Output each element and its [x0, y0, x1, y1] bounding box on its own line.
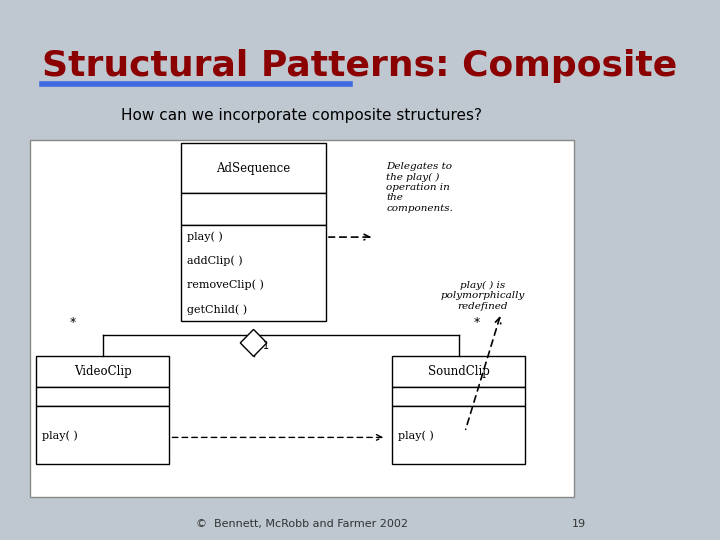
Text: Delegates to
the play( )
operation in
the
components.: Delegates to the play( ) operation in th… — [387, 162, 453, 213]
Bar — [36, 387, 169, 406]
Bar — [36, 406, 169, 464]
Text: play( ): play( ) — [398, 430, 434, 441]
Bar — [181, 143, 326, 193]
Polygon shape — [240, 329, 267, 356]
Text: 1: 1 — [263, 341, 269, 350]
Text: play( ) is
polymorphically
redefined: play( ) is polymorphically redefined — [441, 281, 525, 310]
Text: 19: 19 — [572, 519, 585, 529]
Text: play( ): play( ) — [187, 232, 223, 242]
Bar — [36, 356, 169, 387]
Text: play( ): play( ) — [42, 430, 78, 441]
Text: *: * — [69, 316, 76, 329]
Text: removeClip( ): removeClip( ) — [187, 280, 264, 291]
Text: Structural Patterns: Composite: Structural Patterns: Composite — [42, 49, 678, 83]
Text: VideoClip: VideoClip — [73, 365, 132, 378]
Bar — [392, 356, 525, 387]
Text: *: * — [474, 316, 480, 329]
Bar — [392, 406, 525, 464]
FancyBboxPatch shape — [30, 140, 574, 497]
Text: How can we incorporate composite structures?: How can we incorporate composite structu… — [122, 108, 482, 123]
Text: addClip( ): addClip( ) — [187, 256, 243, 266]
Text: SoundClip: SoundClip — [428, 365, 490, 378]
Bar — [181, 193, 326, 225]
Text: AdSequence: AdSequence — [217, 161, 291, 174]
Bar — [392, 387, 525, 406]
Text: ©  Bennett, McRobb and Farmer 2002: © Bennett, McRobb and Farmer 2002 — [196, 519, 408, 529]
Bar — [181, 225, 326, 321]
Text: getChild( ): getChild( ) — [187, 304, 247, 315]
